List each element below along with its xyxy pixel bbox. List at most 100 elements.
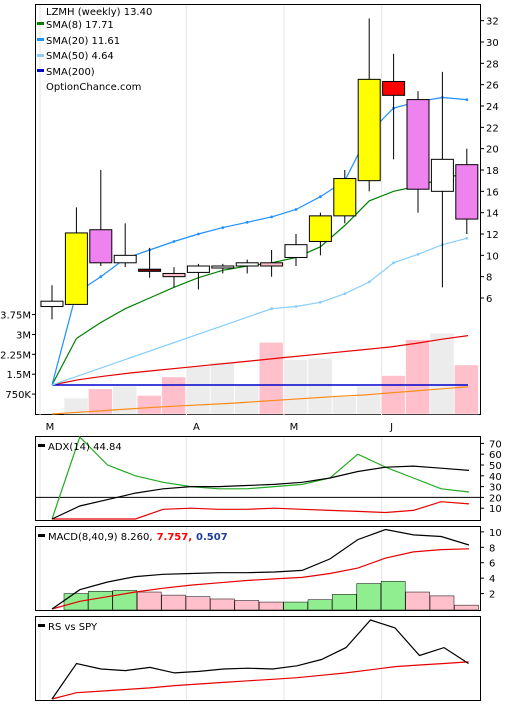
adx-tick-label: 50	[489, 461, 502, 472]
adx-plus-di-line	[52, 501, 470, 520]
watermark: OptionChance.com	[46, 82, 141, 93]
adx-tick-label: 20	[489, 493, 502, 504]
volume-bar	[63, 397, 89, 415]
legend: SMA(8) 17.71 SMA(20) 11.61 SMA(50) 4.64 …	[37, 20, 120, 78]
volume-bar	[161, 376, 186, 415]
sma20-line-point	[294, 208, 298, 211]
price-tick-label: 30	[486, 38, 499, 49]
macd-tick-label: 4	[489, 574, 495, 585]
volume-bar	[283, 359, 308, 415]
price-tick-label: 24	[486, 102, 499, 113]
sma20-line-point	[197, 232, 200, 236]
macd-tick-label: 6	[489, 559, 495, 570]
adx-legend-swatch	[38, 444, 45, 447]
volume-tick-label: 2.25M	[0, 350, 31, 361]
volume-tick-label: 3M	[16, 330, 31, 341]
candle	[430, 71, 454, 288]
price-tick-label: 14	[486, 209, 499, 220]
candle	[406, 91, 430, 213]
adx-tick-label: 70	[489, 439, 502, 450]
macd-signal-line	[51, 548, 470, 610]
price-tick-label: 16	[486, 187, 499, 198]
candle	[235, 259, 259, 274]
sma50-line-point	[367, 280, 371, 284]
candle-body	[89, 229, 113, 264]
sma20-line-point	[99, 275, 103, 279]
macd-histogram-bar	[454, 604, 479, 611]
legend-sma50: SMA(50) 4.64	[46, 51, 114, 62]
volume-tick-label: 750K	[5, 390, 31, 401]
rs-legend-swatch	[38, 624, 45, 627]
price-tick-label: 8	[486, 273, 492, 284]
sma20-line-start	[51, 292, 77, 386]
macd-histogram-bar	[405, 591, 430, 611]
macd-histogram-bar	[136, 591, 162, 611]
rs-label: RS vs SPY	[48, 622, 98, 633]
candle-body	[406, 99, 430, 190]
candle	[357, 18, 381, 192]
sma20-line-point	[465, 98, 469, 101]
sma20-line-point	[245, 220, 249, 224]
month-label: M	[46, 422, 55, 433]
macd-histogram-bar	[380, 580, 406, 611]
macd-tick-label: 8	[489, 543, 495, 554]
candle	[211, 263, 235, 274]
chart-title: LZMH (weekly) 13.40	[46, 7, 152, 18]
macd-histogram-bar	[210, 598, 235, 611]
price-tick-label: 32	[486, 17, 499, 28]
adx-tick-label: 40	[489, 472, 502, 483]
candle-body	[455, 164, 479, 220]
adx-label: ADX(14) 44.84	[48, 442, 122, 453]
candle-body	[113, 254, 137, 264]
legend-swatch-sma8	[37, 22, 44, 25]
price-tick-label: 22	[486, 123, 499, 134]
rs-panel-frame	[35, 616, 481, 701]
volume-bar	[405, 339, 430, 415]
candle	[260, 250, 284, 277]
price-tick-label: 28	[486, 59, 499, 70]
volume-bar	[454, 364, 479, 415]
candle-body	[333, 178, 357, 217]
candle-body	[235, 262, 259, 267]
price-tick-label: 10	[486, 251, 499, 262]
sma20-line-point	[221, 226, 225, 230]
candle	[308, 212, 332, 256]
candle	[162, 267, 186, 288]
volume-bar	[185, 366, 211, 415]
sma50-line-point	[319, 300, 322, 304]
legend-sma20: SMA(20) 11.61	[46, 36, 120, 47]
macd-histogram-bar	[307, 599, 333, 611]
legend-sma200: SMA(200)	[46, 67, 95, 78]
legend-swatch-sma200	[37, 69, 44, 72]
macd-tick-label: 10	[489, 528, 502, 539]
candle	[64, 207, 88, 305]
macd-label: MACD(8,40,9) 8.260,	[48, 532, 153, 543]
candle	[382, 53, 406, 160]
adx-tick-label: 10	[489, 504, 502, 515]
sma50-line-point	[343, 292, 347, 296]
macd-tick-label: 2	[489, 590, 495, 601]
price-tick-label: 12	[486, 230, 499, 241]
macd-histogram-bar	[332, 594, 357, 611]
volume-bar	[210, 362, 235, 415]
candle	[455, 148, 479, 234]
volume-average-orange-line	[51, 386, 469, 415]
adx-line	[51, 465, 470, 520]
price-tick-label: 18	[486, 166, 499, 177]
sma20-line-point	[319, 195, 322, 199]
volume-bar	[136, 395, 162, 415]
sma20-line-point	[172, 240, 176, 243]
adx-minus-di-line	[51, 435, 470, 520]
rs-line	[51, 619, 469, 700]
candle-body	[40, 300, 64, 308]
macd-histogram-bar	[234, 600, 260, 611]
macd-histogram-bar	[161, 594, 186, 611]
legend-swatch-sma20	[37, 38, 44, 41]
macd-label-line: MACD(8,40,9) 8.260, 7.757, 0.507	[48, 532, 228, 543]
candle	[333, 170, 357, 224]
candle	[284, 234, 308, 266]
sma50-line-point	[465, 236, 469, 240]
legend-swatch-sma50	[37, 54, 44, 57]
